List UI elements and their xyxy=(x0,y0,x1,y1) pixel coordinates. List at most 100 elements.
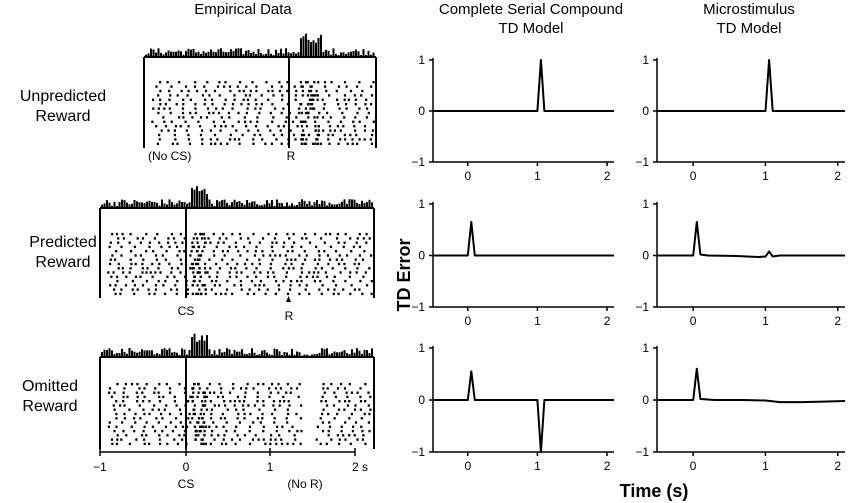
spike-dot xyxy=(158,438,161,441)
spike-dot xyxy=(210,434,213,437)
spike-dot xyxy=(275,279,278,283)
spike-dot xyxy=(328,142,331,145)
spike-dot xyxy=(204,425,208,428)
spike-dot xyxy=(243,245,246,249)
histogram-bar xyxy=(276,349,278,357)
spike-dot xyxy=(286,258,289,261)
spike-dot xyxy=(149,271,152,274)
spike-dot xyxy=(253,133,256,137)
spike-dot xyxy=(186,94,189,97)
spike-dot xyxy=(168,262,171,266)
spike-dot xyxy=(273,417,276,420)
spike-dot xyxy=(267,98,270,101)
spike-dot xyxy=(289,288,292,291)
spike-dot xyxy=(159,89,162,93)
spike-dot xyxy=(194,107,197,110)
spike-dot xyxy=(282,279,285,283)
spike-dot xyxy=(337,142,340,145)
spike-dot xyxy=(198,425,202,428)
histogram-bar xyxy=(113,354,116,357)
spike-dot xyxy=(278,81,281,84)
spike-dot xyxy=(248,425,252,428)
histogram-bar xyxy=(202,51,205,57)
spike-dot xyxy=(191,387,195,390)
histogram-bar xyxy=(223,199,226,208)
spike-dot xyxy=(299,275,302,278)
spike-dot xyxy=(248,442,252,446)
spike-dot xyxy=(225,442,228,446)
histogram-bar xyxy=(128,348,131,357)
spike-dot xyxy=(243,116,246,119)
spike-dot xyxy=(270,245,274,249)
histogram-bar xyxy=(293,354,296,357)
spike-dot xyxy=(214,142,217,145)
spike-dot xyxy=(339,271,342,274)
spike-dot xyxy=(178,408,182,411)
spike-dot xyxy=(174,284,177,287)
spike-dot xyxy=(175,292,178,296)
spike-dot xyxy=(141,284,145,287)
spike-dot xyxy=(175,288,179,291)
histogram-bar xyxy=(313,354,316,357)
spike-dot xyxy=(359,408,362,411)
spike-dot xyxy=(270,85,274,88)
spike-dot xyxy=(273,275,276,278)
histogram-bar xyxy=(116,353,118,357)
histogram-bar xyxy=(180,51,182,57)
histogram-bar xyxy=(131,350,133,357)
histogram-bar xyxy=(167,50,170,57)
histogram-bar xyxy=(370,54,372,57)
histogram-bar xyxy=(131,203,133,208)
spike-dot xyxy=(356,111,359,115)
spike-dot xyxy=(179,271,182,274)
spike-dot xyxy=(210,408,213,411)
spike-dot xyxy=(189,267,192,270)
spike-dot xyxy=(201,438,204,441)
spike-dot xyxy=(284,120,287,123)
histogram-bar xyxy=(238,351,241,357)
histogram-bar xyxy=(136,352,138,357)
spike-dot xyxy=(246,107,249,110)
spike-dot xyxy=(115,417,118,420)
spike-dot xyxy=(358,138,361,141)
histogram-bar xyxy=(328,354,331,357)
histogram-bar xyxy=(282,53,285,57)
spike-dot xyxy=(159,271,162,274)
spike-dot xyxy=(239,279,242,283)
spike-dot xyxy=(108,387,112,390)
histogram-bar xyxy=(233,350,236,357)
spike-dot xyxy=(134,412,137,416)
spike-dot xyxy=(367,404,370,407)
histogram-bar xyxy=(208,199,211,208)
spike-dot xyxy=(200,417,203,420)
spike-dot xyxy=(258,288,261,291)
spike-dot xyxy=(228,275,232,278)
spike-dot xyxy=(330,438,333,441)
histogram-bar xyxy=(321,348,323,357)
histogram-bar xyxy=(121,348,123,357)
histogram-bar xyxy=(251,201,253,208)
spike-dot xyxy=(328,258,332,261)
histogram-bar xyxy=(366,350,368,357)
spike-dot xyxy=(136,382,139,386)
histogram-bar xyxy=(123,200,126,208)
histogram-bar xyxy=(101,352,103,357)
histogram-bar xyxy=(237,48,240,57)
spike-dot xyxy=(224,81,227,84)
spike-dot xyxy=(187,400,190,403)
histogram-bar xyxy=(343,199,346,208)
header-empirical: Empirical Data xyxy=(194,1,292,18)
histogram-bar xyxy=(141,349,143,357)
histogram-bar xyxy=(186,354,188,357)
spike-dot xyxy=(299,81,302,84)
spike-dot xyxy=(175,404,178,407)
spike-dot xyxy=(114,284,117,287)
spike-dot xyxy=(176,245,179,249)
spike-dot xyxy=(220,387,223,390)
spike-dot xyxy=(120,245,123,249)
spike-dot xyxy=(281,98,284,101)
spike-dot xyxy=(356,237,359,240)
spike-dot xyxy=(333,417,336,420)
spike-dot xyxy=(274,254,277,257)
spike-dot xyxy=(191,292,194,296)
